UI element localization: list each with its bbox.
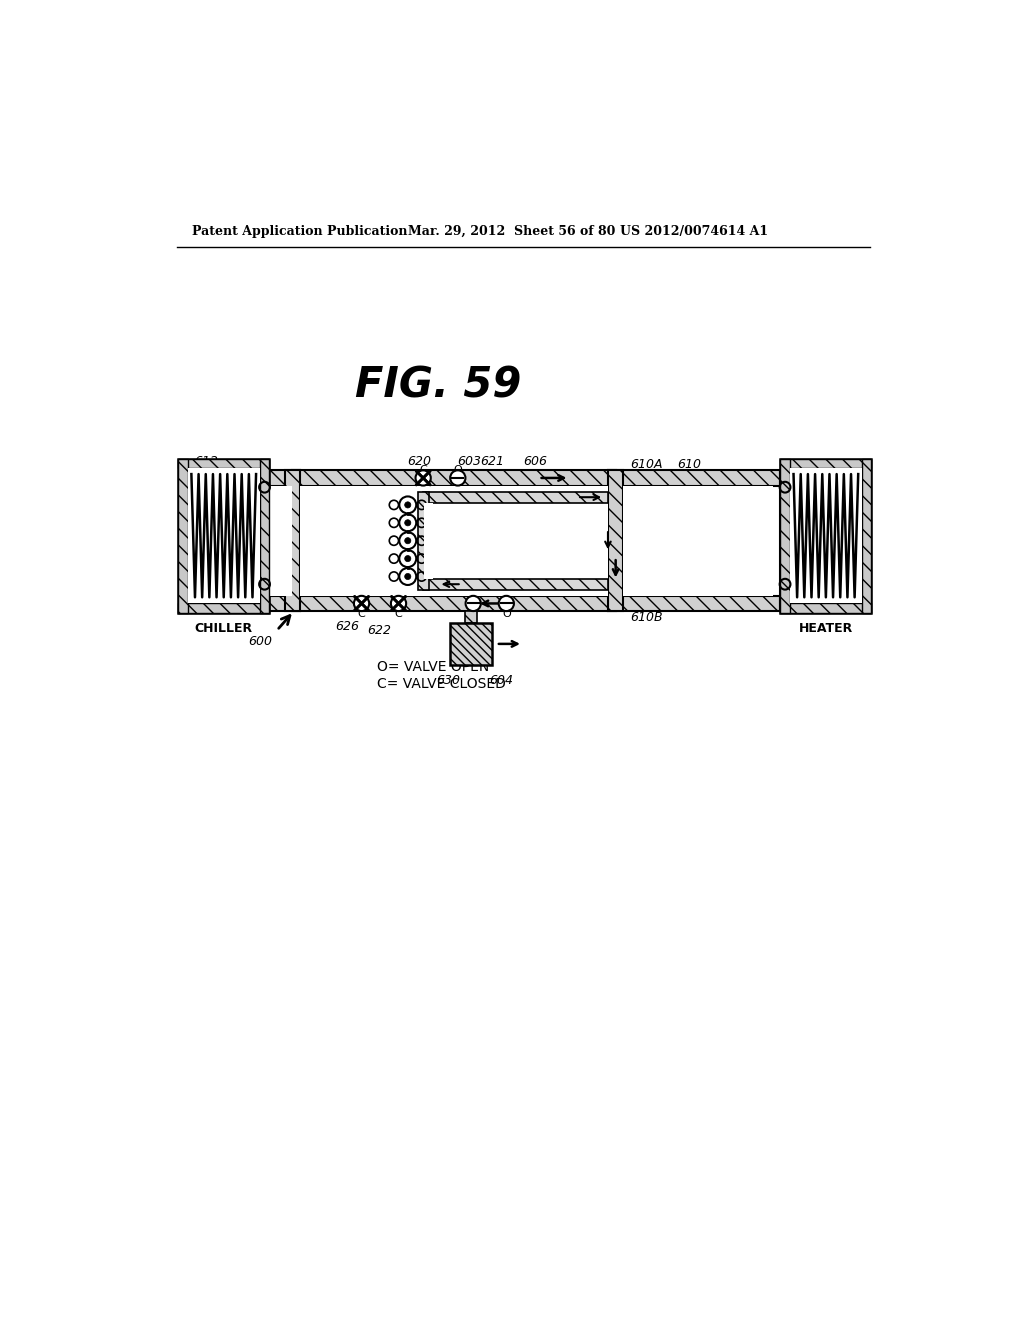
Bar <box>269 470 300 486</box>
Text: 622: 622 <box>368 624 391 638</box>
Text: 612B: 612B <box>238 597 270 610</box>
Bar <box>178 603 269 612</box>
Bar <box>292 595 615 611</box>
Text: 214/212: 214/212 <box>348 502 397 515</box>
Text: 609: 609 <box>504 529 527 543</box>
Text: 605: 605 <box>452 631 476 644</box>
Text: 612: 612 <box>194 454 218 467</box>
Bar <box>270 486 292 595</box>
Bar <box>465 611 477 623</box>
Text: 604: 604 <box>489 675 514 686</box>
Text: 603: 603 <box>458 454 481 467</box>
Circle shape <box>404 537 411 544</box>
Text: C: C <box>394 610 402 619</box>
Bar <box>269 595 300 611</box>
Bar <box>780 459 871 612</box>
Text: 610: 610 <box>678 458 701 471</box>
Text: Mar. 29, 2012  Sheet 56 of 80: Mar. 29, 2012 Sheet 56 of 80 <box>408 224 615 238</box>
Bar <box>450 623 493 665</box>
Bar <box>608 470 780 486</box>
Bar <box>780 470 796 611</box>
Bar <box>862 459 871 612</box>
Text: 621: 621 <box>480 454 505 467</box>
Bar <box>178 459 187 612</box>
Text: O: O <box>454 465 462 475</box>
Text: O= VALVE OPEN: O= VALVE OPEN <box>377 660 489 673</box>
Circle shape <box>416 470 431 486</box>
Bar <box>608 595 780 611</box>
Text: 623: 623 <box>461 579 485 593</box>
Circle shape <box>391 595 407 611</box>
Bar <box>790 469 862 603</box>
Bar <box>260 459 269 612</box>
Circle shape <box>404 556 411 562</box>
Text: C: C <box>419 465 427 475</box>
Text: 606: 606 <box>523 454 547 467</box>
Bar <box>780 603 871 612</box>
Text: 626: 626 <box>336 620 359 634</box>
Circle shape <box>466 595 481 611</box>
Bar <box>178 459 269 469</box>
Text: 600: 600 <box>248 635 272 648</box>
Bar <box>780 459 871 469</box>
Circle shape <box>404 502 411 508</box>
Bar <box>423 578 608 590</box>
Circle shape <box>404 520 411 525</box>
Bar <box>780 459 790 612</box>
Bar <box>424 503 433 578</box>
Text: O: O <box>469 610 477 619</box>
Text: 620: 620 <box>408 454 431 467</box>
Bar <box>178 459 269 612</box>
Text: CHILLER: CHILLER <box>195 622 253 635</box>
Text: 608: 608 <box>311 529 335 543</box>
Text: 630: 630 <box>436 675 460 686</box>
Circle shape <box>451 470 466 486</box>
Text: C= VALVE CLOSED: C= VALVE CLOSED <box>377 677 506 690</box>
Text: 612A: 612A <box>238 459 270 473</box>
Bar <box>300 486 608 595</box>
Bar <box>608 470 624 611</box>
Circle shape <box>499 595 514 611</box>
Bar <box>285 470 300 611</box>
Text: 627: 627 <box>496 579 520 593</box>
Bar <box>624 486 773 595</box>
Text: US 2012/0074614 A1: US 2012/0074614 A1 <box>620 224 768 238</box>
Text: HEATER: HEATER <box>799 622 853 635</box>
Text: O: O <box>502 610 511 619</box>
Text: FIG. 59: FIG. 59 <box>355 364 522 407</box>
Circle shape <box>354 595 370 611</box>
Bar <box>418 492 429 590</box>
Bar <box>254 470 269 611</box>
Bar <box>423 492 608 503</box>
Text: C: C <box>357 610 366 619</box>
Text: Patent Application Publication: Patent Application Publication <box>193 224 408 238</box>
Bar <box>292 470 615 486</box>
Text: 610A: 610A <box>630 458 663 471</box>
Text: 610B: 610B <box>630 611 663 624</box>
Bar <box>187 469 260 603</box>
Circle shape <box>404 573 411 579</box>
